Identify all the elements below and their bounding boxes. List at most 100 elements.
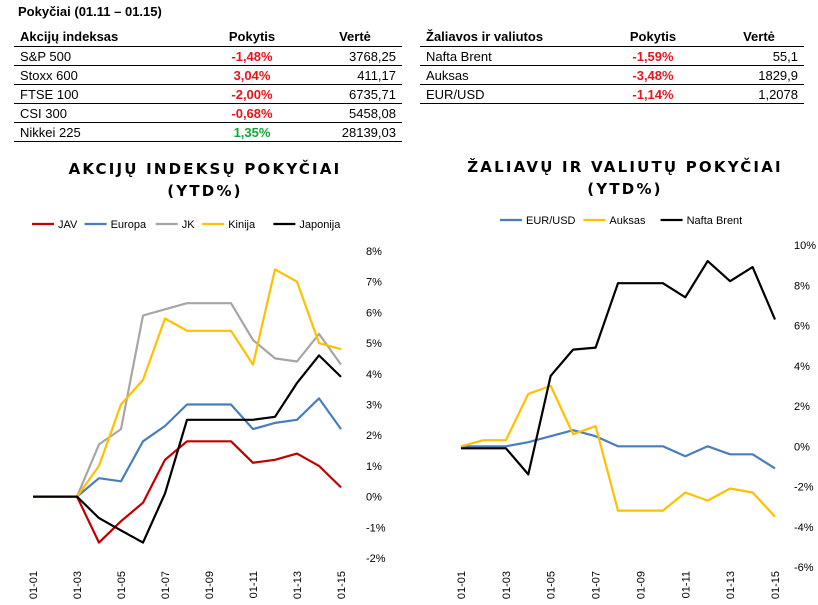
x-tick-label: 01-15 xyxy=(770,571,782,599)
row-name: CSI 300 xyxy=(14,103,196,123)
y-tick-label: 0% xyxy=(366,492,382,504)
chart-title-line1: ŽALIAVŲ IR VALIUTŲ POKYČIAI xyxy=(467,158,783,176)
legend-label: JK xyxy=(182,219,196,231)
series-line-nafta-brent xyxy=(461,259,777,476)
x-tick-label: 01-13 xyxy=(292,571,304,599)
col-header-commodity: Žaliavos ir valiutos xyxy=(426,28,544,44)
x-tick-label: 01-05 xyxy=(116,571,128,599)
series-line-kinija xyxy=(33,268,342,498)
chart-commodities: -6% -4% -2% 0% 2% 4% 6% 8% 10% 01-01 01-03 01-05 01-… xyxy=(456,215,816,599)
x-tick-label: 01-01 xyxy=(456,571,468,599)
y-tick-label: 4% xyxy=(366,369,382,381)
col-header-change: Pokytis xyxy=(629,28,677,44)
row-value: 5458,08 xyxy=(308,103,402,123)
y-tick-label: -1% xyxy=(366,522,386,534)
row-change: -1,14% xyxy=(592,84,714,104)
row-name: Nafta Brent xyxy=(420,46,592,66)
y-tick-label: 3% xyxy=(366,400,382,412)
y-tick-label: 1% xyxy=(366,461,382,473)
y-tick-label: 2% xyxy=(366,430,382,442)
row-name: FTSE 100 xyxy=(14,84,196,104)
x-tick-label: 01-03 xyxy=(501,571,513,599)
y-tick-label: 7% xyxy=(366,277,382,289)
chart-title-commodities: ŽALIAVŲ IR VALIUTŲ POKYČIAI (YTD%) xyxy=(455,156,795,200)
legend-label: Japonija xyxy=(299,219,341,231)
legend-label: Auksas xyxy=(609,215,646,227)
y-tick-label: 6% xyxy=(794,321,810,333)
x-tick-label: 01-15 xyxy=(336,571,348,599)
commodities-table-body: Nafta Brent -1,59% 55,1 Auksas -3,48% 1829,9 E… xyxy=(420,46,804,104)
series-line-jav xyxy=(33,440,342,544)
row-value: 28139,03 xyxy=(308,122,402,142)
page-title: Pokyčiai (01.11 – 01.15) xyxy=(18,4,162,19)
index-row: FTSE 100 -2,00% 6735,71 xyxy=(14,84,402,104)
x-tick-label: 01-07 xyxy=(591,571,603,599)
y-tick-label: 2% xyxy=(794,401,810,413)
x-tick-label: 01-11 xyxy=(248,571,260,598)
x-tick-label: 01-01 xyxy=(28,571,40,599)
legend-label: JAV xyxy=(58,219,78,231)
x-tick-label: 01-07 xyxy=(160,571,172,599)
row-name: EUR/USD xyxy=(420,84,592,104)
legend-label: Nafta Brent xyxy=(687,215,743,227)
x-tick-label: 01-09 xyxy=(204,571,216,599)
row-change: -1,59% xyxy=(592,46,714,66)
indices-table-header: Akcijų indeksas Pokytis Vertė xyxy=(14,26,402,47)
row-value: 3768,25 xyxy=(308,46,402,66)
y-tick-label: 4% xyxy=(794,361,810,373)
x-tick-label: 01-13 xyxy=(725,571,737,599)
commodities-table-header: Žaliavos ir valiutos Pokytis Vertė xyxy=(420,26,804,47)
row-name: Stoxx 600 xyxy=(14,65,196,85)
x-tick-label: 01-09 xyxy=(635,571,647,599)
y-tick-label: -6% xyxy=(794,562,814,574)
chart-title-line1: AKCIJŲ INDEKSŲ POKYČIAI xyxy=(68,160,342,178)
indices-table-body: S&P 500 -1,48% 3768,25 Stoxx 600 3,04% 411,17… xyxy=(14,46,402,142)
y-tick-label: 8% xyxy=(366,246,382,258)
series-line-japonija xyxy=(33,354,342,544)
row-change: -0,68% xyxy=(196,103,308,123)
index-row: Nikkei 225 1,35% 28139,03 xyxy=(14,122,402,142)
y-tick-label: -4% xyxy=(794,522,814,534)
y-tick-label: 5% xyxy=(366,338,382,350)
chart-indices: -2% -1% 0% 1% 2% 3% 4% 5% 6% 7% 8% 01-01 01-03 01-05 0… xyxy=(28,219,386,599)
commodity-row: Nafta Brent -1,59% 55,1 xyxy=(420,46,804,66)
col-header-value: Vertė xyxy=(339,28,371,44)
row-change: 1,35% xyxy=(196,122,308,142)
y-tick-label: -2% xyxy=(794,482,814,494)
col-header-value: Vertė xyxy=(743,28,775,44)
y-tick-label: 0% xyxy=(794,441,810,453)
legend-label: EUR/USD xyxy=(526,215,576,227)
commodities-table: Žaliavos ir valiutos Pokytis Vertė Nafta… xyxy=(420,26,804,104)
series-line-eur-usd xyxy=(461,429,776,470)
commodity-row: Auksas -3,48% 1829,9 xyxy=(420,65,804,85)
row-change: -3,48% xyxy=(592,65,714,85)
row-value: 1,2078 xyxy=(714,84,804,104)
col-header-change: Pokytis xyxy=(228,28,276,44)
y-tick-label: -2% xyxy=(366,553,386,565)
series-line-jk xyxy=(33,302,342,498)
row-value: 6735,71 xyxy=(308,84,402,104)
col-header-index: Akcijų indeksas xyxy=(20,28,119,44)
x-tick-label: 01-05 xyxy=(546,571,558,599)
row-value: 55,1 xyxy=(714,46,804,66)
row-name: Nikkei 225 xyxy=(14,122,196,142)
row-value: 411,17 xyxy=(308,65,402,85)
series-line-europa xyxy=(33,397,342,498)
x-tick-label: 01-03 xyxy=(72,571,84,599)
chart-title-line2: (YTD%) xyxy=(167,182,243,200)
row-change: -1,48% xyxy=(196,46,308,66)
y-tick-label: 6% xyxy=(366,307,382,319)
legend-label: Europa xyxy=(111,219,147,231)
legend-label: Kinija xyxy=(228,219,256,231)
y-tick-label: 8% xyxy=(794,280,810,292)
index-row: S&P 500 -1,48% 3768,25 xyxy=(14,46,402,66)
index-row: Stoxx 600 3,04% 411,17 xyxy=(14,65,402,85)
row-name: Auksas xyxy=(420,65,592,85)
chart-title-indices: AKCIJŲ INDEKSŲ POKYČIAI (YTD%) xyxy=(40,158,370,202)
commodity-row: EUR/USD -1,14% 1,2078 xyxy=(420,84,804,104)
row-name: S&P 500 xyxy=(14,46,196,66)
row-change: 3,04% xyxy=(196,65,308,85)
series-line-auksas xyxy=(460,384,776,518)
chart-title-line2: (YTD%) xyxy=(587,180,663,198)
row-value: 1829,9 xyxy=(714,65,804,85)
